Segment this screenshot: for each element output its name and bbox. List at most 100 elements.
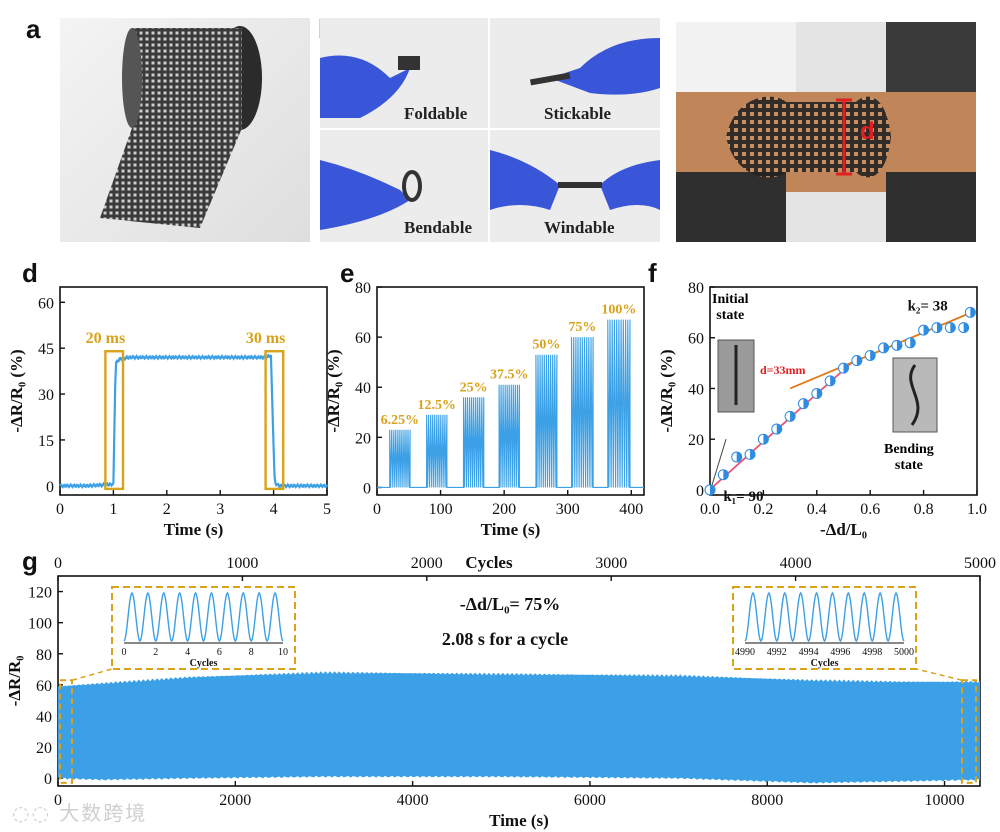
y-tick-label-f: 20 bbox=[688, 432, 704, 449]
x-tick-label-f: 0.0 bbox=[700, 501, 720, 518]
y-tick-label-e: 40 bbox=[355, 380, 371, 397]
slope-label-k1: k₁= 90 bbox=[723, 489, 763, 505]
inset-bending-label: Bending state bbox=[884, 442, 934, 473]
x-tick-label-g: 8000 bbox=[751, 792, 783, 809]
zoom-box-start bbox=[59, 679, 73, 784]
y-tick-label-e: 60 bbox=[355, 330, 371, 347]
x-tick-label-e: 100 bbox=[429, 501, 453, 518]
y-tick-label-g: 60 bbox=[36, 678, 52, 695]
y-tick-label-e: 0 bbox=[363, 480, 371, 497]
inset-frame-1 bbox=[732, 586, 917, 670]
x-tick-label-d: 0 bbox=[56, 501, 64, 518]
inset-tick-label-0: 8 bbox=[249, 647, 254, 658]
connector-start bbox=[71, 668, 113, 681]
inset-tick-label-1: 5000 bbox=[894, 647, 914, 658]
y-tick-label-d: 60 bbox=[38, 295, 54, 312]
y-tick-label-g: 40 bbox=[36, 709, 52, 726]
data-point-fill bbox=[723, 469, 729, 480]
x2-tick-label: 5000 bbox=[964, 555, 996, 572]
inset-tick-label-0: 10 bbox=[278, 647, 288, 658]
inset-initial-label: Initial state bbox=[712, 292, 749, 323]
x-axis-title-d: Time (s) bbox=[164, 520, 224, 539]
y-tick-label-d: 30 bbox=[38, 387, 54, 404]
photo-stickable: Stickable bbox=[490, 18, 660, 128]
x-tick-label-g: 0 bbox=[54, 792, 62, 809]
y-tick-label-g: 20 bbox=[36, 740, 52, 757]
x-tick-label-f: 0.2 bbox=[753, 501, 773, 518]
x-tick-label-g: 4000 bbox=[397, 792, 429, 809]
x-tick-label-f: 1.0 bbox=[967, 501, 987, 518]
x-tick-label-f: 0.4 bbox=[807, 501, 827, 518]
data-point-fill bbox=[803, 398, 809, 409]
y-tick-label-g: 100 bbox=[28, 616, 52, 633]
x-tick-label-e: 0 bbox=[373, 501, 381, 518]
inset-tick-label-0: 4 bbox=[185, 647, 190, 658]
caption-stickable: Stickable bbox=[544, 104, 612, 123]
x-tick-label-e: 200 bbox=[492, 501, 516, 518]
x-tick-label-f: 0.8 bbox=[914, 501, 934, 518]
y-tick-label-e: 20 bbox=[355, 430, 371, 447]
strain-condition-label: -Δd/L₀= 75% bbox=[460, 594, 560, 614]
distance-marker-d: d bbox=[860, 118, 875, 145]
inset-distance-label: d=33mm bbox=[760, 363, 806, 377]
data-point-fill bbox=[736, 451, 742, 462]
long-term-cycling-band bbox=[58, 671, 980, 784]
data-point-fill bbox=[970, 307, 976, 318]
data-point-fill bbox=[816, 388, 822, 399]
photo-windable: Windable bbox=[490, 130, 660, 242]
inset-tick-label-1: 4992 bbox=[767, 647, 787, 658]
inset-tick-label-1: 4996 bbox=[830, 647, 850, 658]
inset-bending-strip bbox=[909, 364, 920, 426]
y-tick-label-f: 80 bbox=[688, 280, 704, 297]
data-point-fill bbox=[763, 434, 769, 445]
y-tick-label-f: 0 bbox=[696, 483, 704, 500]
x-tick-label-e: 400 bbox=[619, 501, 643, 518]
zoom-box-end bbox=[961, 679, 977, 784]
caption-foldable: Foldable bbox=[404, 104, 468, 123]
photo-rolled-mesh bbox=[60, 18, 310, 242]
y-tick-label-d: 45 bbox=[38, 341, 54, 358]
y-axis-title-d: -ΔR/R₀ (%) bbox=[7, 349, 26, 432]
axes-frame-f bbox=[709, 286, 978, 496]
strain-level-label-2: 25% bbox=[460, 380, 488, 395]
x-tick-label-d: 5 bbox=[323, 501, 331, 518]
data-point-fill bbox=[870, 350, 876, 361]
x-tick-label-e: 300 bbox=[556, 501, 580, 518]
data-point-fill bbox=[843, 363, 849, 374]
x2-tick-label: 1000 bbox=[226, 555, 258, 572]
inset-tick-label-1: 4998 bbox=[862, 647, 882, 658]
strain-level-label-3: 37.5% bbox=[490, 368, 529, 383]
y-tick-label-e: 80 bbox=[355, 280, 371, 297]
data-point-fill bbox=[963, 322, 969, 333]
connector-end bbox=[915, 668, 963, 681]
photo-bendable: Bendable bbox=[320, 130, 488, 242]
x2-axis-title: Cycles bbox=[465, 553, 513, 572]
data-point-fill bbox=[710, 484, 715, 495]
strain-level-label-1: 12.5% bbox=[418, 398, 457, 413]
data-point-fill bbox=[936, 322, 942, 333]
slope-label-k2: k₂= 38 bbox=[908, 298, 948, 314]
y-axis-title-e: -ΔR/R₀ (%) bbox=[324, 349, 343, 432]
y-tick-label-d: 15 bbox=[38, 433, 54, 450]
caption-windable: Windable bbox=[544, 218, 615, 237]
inset-tick-label-1: 4990 bbox=[735, 647, 755, 658]
y-tick-label-f: 60 bbox=[688, 331, 704, 348]
x-tick-label-d: 1 bbox=[109, 501, 117, 518]
x-tick-label-d: 2 bbox=[163, 501, 171, 518]
data-point-fill bbox=[750, 449, 756, 460]
x-tick-label-d: 4 bbox=[270, 501, 278, 518]
data-point-fill bbox=[830, 375, 836, 386]
data-point-fill bbox=[910, 337, 916, 348]
y-tick-label-g: 80 bbox=[36, 647, 52, 664]
arrow-to-origin bbox=[710, 439, 727, 488]
highlight-box-0 bbox=[104, 350, 125, 491]
inset-axis-title-1: Cycles bbox=[811, 658, 839, 669]
data-point-fill bbox=[950, 322, 956, 333]
x-tick-label-f: 0.6 bbox=[860, 501, 880, 518]
panel-label-a: a bbox=[26, 14, 41, 44]
y-tick-label-g: 120 bbox=[28, 585, 52, 602]
panel-label-f: f bbox=[648, 258, 657, 288]
x-axis-title-g: Time (s) bbox=[489, 811, 549, 830]
x2-tick-label: 4000 bbox=[780, 555, 812, 572]
